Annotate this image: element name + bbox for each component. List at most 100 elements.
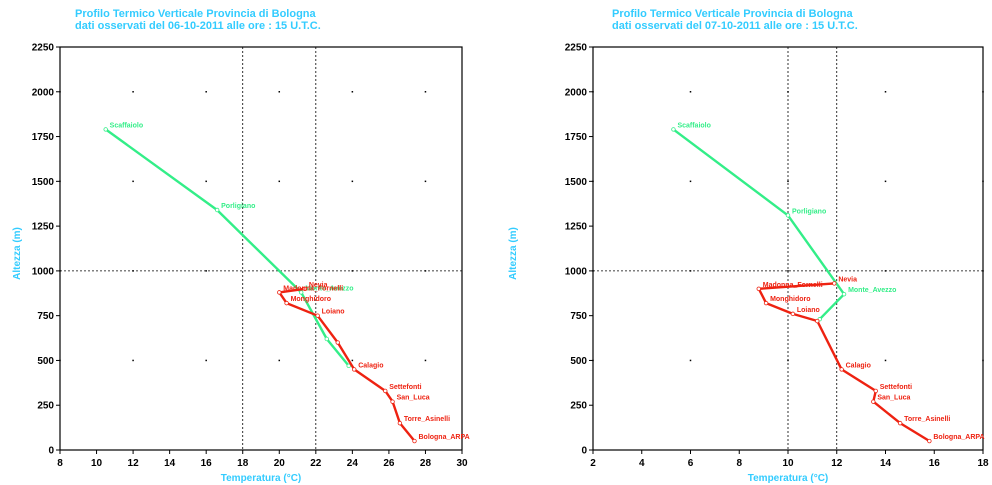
station-label: Madonna_Fornelli [283,285,343,292]
grid-dot [205,270,207,272]
station-label: Settefonti [389,384,421,391]
x-tick-label: 28 [420,458,432,469]
station-point [763,300,769,306]
grid-dot [424,91,427,93]
y-tick-label: 2250 [32,43,55,54]
grid-dot [424,270,427,272]
station-label: Scaffaiolo [110,122,143,129]
grid-dot [689,180,692,183]
chart-svg: Profilo Termico Verticale Provincia di B… [508,8,989,484]
station-label: Calagio [846,362,871,369]
y-tick-label: 250 [37,401,54,412]
grid-dot [351,180,354,183]
grid-dot [884,359,887,362]
grid-dot [132,270,134,272]
station-point [790,311,796,317]
station-point [397,420,403,426]
chart-title: Profilo Termico Verticale Provincia di B… [612,8,854,20]
x-tick-label: 22 [310,458,322,469]
x-tick-label: 16 [201,458,213,469]
station-label: Bologna_ARPA [933,434,984,441]
y-tick-label: 250 [570,401,587,412]
grid-dot [132,359,134,362]
station-point [390,399,395,404]
x-tick-label: 8 [736,458,742,469]
y-tick-label: 1500 [32,177,55,188]
grid-dot [278,180,281,183]
grid-dot [351,91,354,93]
station-point [351,367,357,372]
x-tick-label: 12 [831,458,843,469]
grid-dot [884,91,887,93]
grid-dot [424,180,427,183]
station-label: Monghidoro [291,296,331,303]
series-line [672,128,846,321]
station-point [839,367,844,372]
grid-dot [689,359,692,362]
chart-title: Profilo Termico Verticale Provincia di B… [75,8,317,20]
x-tick-label: 2 [590,458,596,469]
station-label: Torre_Asinelli [904,416,950,423]
station-point [412,438,417,444]
y-tick-label: 500 [37,356,54,367]
x-tick-label: 14 [164,458,176,469]
grid-dot [689,91,692,93]
x-tick-label: 24 [347,458,359,469]
station-label: San_Luca [397,395,430,402]
y-tick-label: 2250 [565,43,588,54]
x-axis-label: Temperatura (°C) [748,473,829,484]
station-point [785,213,791,218]
station-label: Porligiano [221,203,255,210]
y-tick-label: 0 [48,446,54,457]
station-label: Monte_Avezzo [848,287,896,294]
y-tick-label: 750 [37,311,54,322]
series-line [757,282,931,443]
x-tick-label: 30 [456,458,468,469]
grid-dot [982,270,984,272]
station-label: Nevia [838,276,857,283]
x-tick-label: 12 [128,458,140,469]
y-tick-label: 2000 [32,87,55,98]
station-point [277,290,282,295]
grid-dot [982,180,984,183]
y-tick-label: 1500 [565,177,588,188]
chart-subtitle: dati osservati del 07-10-2011 alle ore :… [612,20,858,32]
y-tick-label: 2000 [565,87,588,98]
y-tick-label: 500 [570,356,587,367]
x-tick-label: 26 [383,458,395,469]
series-line [104,128,350,367]
station-point [214,207,220,213]
station-point [315,313,320,318]
grid-dot [205,180,207,183]
y-tick-label: 1000 [565,266,588,277]
x-axis-label: Temperatura (°C) [221,473,302,484]
station-point [832,281,837,286]
y-tick-label: 0 [581,446,587,457]
plot-frame [59,46,463,451]
grid-dot [982,359,984,362]
thermal-profile-chart-right: Profilo Termico Verticale Provincia di B… [496,0,992,485]
grid-dot [205,91,207,93]
station-label: Monghidoro [770,296,810,303]
station-point [873,388,878,394]
grid-dot [132,180,134,183]
station-label: Madonna_Fornelli [763,282,823,289]
grid-dot [278,91,281,93]
x-tick-label: 10 [91,458,103,469]
station-label: Calagio [358,362,383,369]
y-tick-label: 1250 [32,222,55,233]
station-label: San_Luca [877,395,910,402]
x-tick-label: 8 [57,458,63,469]
grid-dot [787,270,789,272]
station-label: Loiano [322,309,345,316]
y-axis-label: Altezza (m) [12,227,23,280]
station-label: Porligiano [792,208,826,215]
y-axis-label: Altezza (m) [508,227,519,280]
grid-dot [787,91,789,93]
x-tick-label: 6 [688,458,694,469]
station-point [927,438,932,444]
x-tick-label: 4 [639,458,645,469]
x-tick-label: 14 [880,458,892,469]
station-label: Bologna_ARPA [418,434,469,441]
station-point [346,363,351,369]
